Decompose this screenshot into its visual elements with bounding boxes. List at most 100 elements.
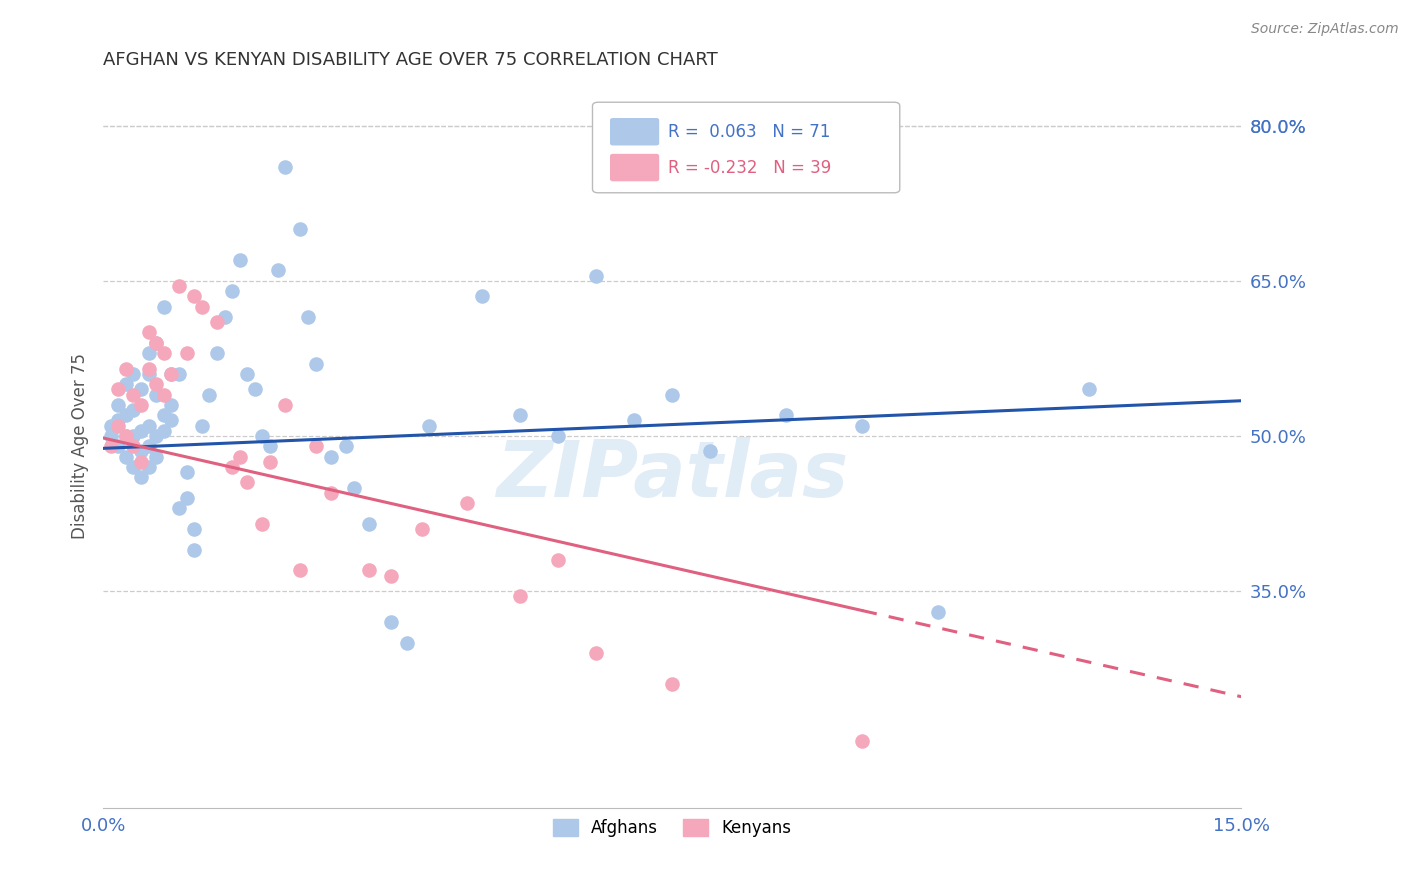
Point (160, 398, 183, 412)
Point (167, 367, 190, 381)
Point (775, 409, 797, 423)
Text: AFGHAN VS KENYAN DISABILITY AGE OVER 75 CORRELATION CHART: AFGHAN VS KENYAN DISABILITY AGE OVER 75 … (103, 51, 718, 69)
Point (122, 429, 145, 443)
Point (290, 564, 312, 578)
Point (129, 383, 152, 397)
Point (129, 470, 152, 484)
Point (160, 413, 183, 427)
Point (160, 367, 183, 381)
Point (252, 429, 274, 443)
Point (138, 346, 160, 360)
Point (167, 279, 190, 293)
Point (661, 387, 683, 401)
Point (259, 439, 281, 453)
Point (380, 568, 402, 582)
Point (145, 450, 167, 464)
FancyBboxPatch shape (592, 103, 900, 193)
Point (214, 310, 236, 324)
Point (319, 486, 342, 500)
Point (243, 383, 266, 397)
Point (183, 522, 205, 536)
Point (252, 516, 274, 531)
Point (342, 481, 364, 495)
Point (274, 398, 297, 412)
Point (547, 429, 569, 443)
Point (153, 387, 176, 401)
Point (129, 444, 152, 458)
Point (115, 377, 138, 392)
Text: R =  0.063   N = 71: R = 0.063 N = 71 (668, 123, 830, 141)
Point (236, 475, 259, 490)
Point (138, 439, 160, 453)
Point (357, 516, 380, 531)
Point (122, 403, 145, 417)
Point (221, 460, 243, 475)
Point (153, 346, 176, 360)
Point (266, 263, 288, 277)
Point (138, 460, 160, 475)
Point (138, 326, 160, 340)
Point (509, 409, 531, 423)
Point (100, 429, 122, 443)
Point (418, 418, 440, 433)
Point (304, 439, 326, 453)
Point (380, 615, 402, 630)
Point (176, 491, 198, 505)
Point (145, 429, 167, 443)
Point (471, 289, 494, 303)
Point (107, 398, 129, 412)
Point (205, 346, 228, 360)
Point (107, 439, 129, 453)
Point (228, 253, 250, 268)
Text: Source: ZipAtlas.com: Source: ZipAtlas.com (1251, 22, 1399, 37)
Point (699, 444, 721, 458)
Point (129, 424, 152, 438)
Point (129, 398, 152, 412)
Point (236, 367, 259, 381)
Point (221, 284, 243, 298)
Point (1078, 383, 1101, 397)
Point (290, 222, 312, 236)
Point (107, 383, 129, 397)
Point (176, 346, 198, 360)
Legend: Afghans, Kenyans: Afghans, Kenyans (546, 812, 799, 844)
Point (851, 418, 873, 433)
Point (160, 367, 183, 381)
Point (198, 387, 221, 401)
Point (138, 367, 160, 381)
Point (585, 268, 607, 283)
Point (145, 335, 167, 350)
Point (145, 335, 167, 350)
Point (115, 429, 138, 443)
Point (274, 160, 297, 174)
FancyBboxPatch shape (610, 154, 658, 180)
Point (122, 439, 145, 453)
Point (335, 439, 357, 453)
Point (228, 450, 250, 464)
Point (190, 300, 212, 314)
Point (395, 636, 418, 650)
Point (145, 387, 167, 401)
Point (107, 413, 129, 427)
FancyBboxPatch shape (610, 119, 658, 145)
Point (153, 300, 176, 314)
Point (456, 496, 478, 510)
Point (190, 418, 212, 433)
Point (927, 605, 949, 619)
Point (129, 455, 152, 469)
Point (357, 564, 380, 578)
Point (138, 361, 160, 376)
Point (851, 734, 873, 748)
Point (153, 409, 176, 423)
Point (153, 424, 176, 438)
Point (547, 553, 569, 567)
Point (115, 409, 138, 423)
Point (585, 646, 607, 660)
Point (122, 367, 145, 381)
Point (115, 429, 138, 443)
Text: ZIPatlas: ZIPatlas (496, 437, 848, 513)
Point (122, 387, 145, 401)
Point (205, 315, 228, 329)
Point (411, 522, 433, 536)
Point (145, 377, 167, 392)
